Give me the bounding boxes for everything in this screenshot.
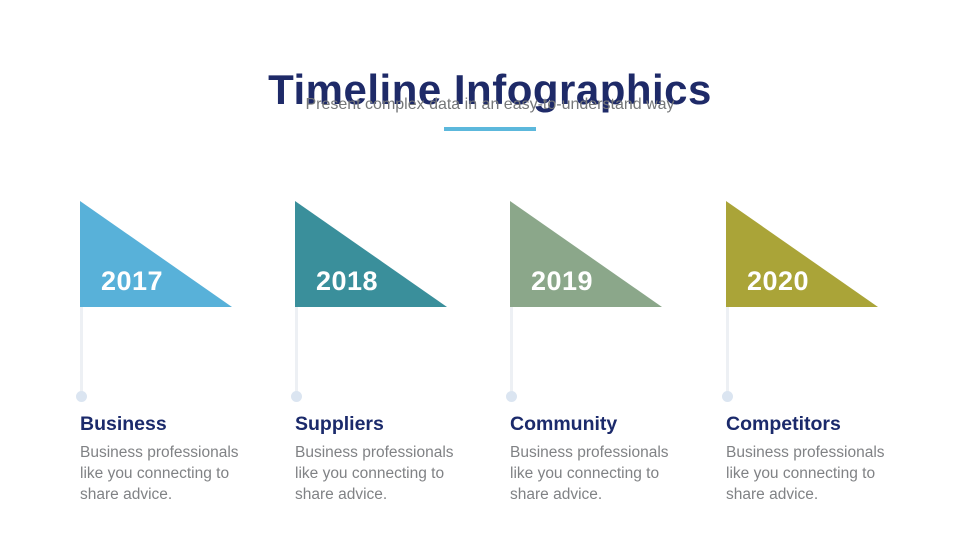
pole-base-dot bbox=[722, 391, 733, 402]
flag-pole bbox=[510, 307, 513, 393]
page-subtitle: Present complex data in an easy-to-under… bbox=[305, 96, 675, 113]
timeline-milestone-2019: 2019 Community Business professionals li… bbox=[506, 201, 682, 511]
flag-pennant: 2019 bbox=[510, 201, 662, 307]
pole-base-dot bbox=[506, 391, 517, 402]
milestone-year: 2019 bbox=[531, 266, 594, 296]
milestone-description: Business professionals like you connecti… bbox=[726, 444, 885, 503]
title-accent-underline bbox=[444, 127, 536, 131]
milestone-title: Suppliers bbox=[295, 413, 384, 435]
milestone-title: Community bbox=[510, 413, 618, 435]
timeline-milestone-2018: 2018 Suppliers Business professionals li… bbox=[291, 201, 467, 511]
milestone-year: 2017 bbox=[101, 266, 164, 296]
milestone-year: 2020 bbox=[747, 266, 810, 296]
flag-pole bbox=[80, 307, 83, 393]
flag-pennant: 2020 bbox=[726, 201, 878, 307]
milestone-info: Suppliers Business professionals like yo… bbox=[295, 413, 467, 505]
flag-pole bbox=[295, 307, 298, 393]
flag-pennant: 2018 bbox=[295, 201, 447, 307]
flag-pole bbox=[726, 307, 729, 393]
flag-pennant: 2017 bbox=[80, 201, 232, 307]
milestone-info: Community Business professionals like yo… bbox=[510, 413, 682, 505]
milestone-info: Business Business professionals like you… bbox=[80, 413, 252, 505]
milestone-year: 2018 bbox=[316, 266, 379, 296]
milestone-description: Business professionals like you connecti… bbox=[295, 444, 454, 503]
page-title: Timeline Infographics bbox=[268, 66, 712, 114]
pole-base-dot bbox=[291, 391, 302, 402]
timeline-milestone-2020: 2020 Competitors Business professionals … bbox=[722, 201, 898, 511]
milestone-description: Business professionals like you connecti… bbox=[80, 444, 239, 503]
timeline-milestone-2017: 2017 Business Business professionals lik… bbox=[76, 201, 252, 511]
milestone-title: Competitors bbox=[726, 413, 841, 435]
milestone-description: Business professionals like you connecti… bbox=[510, 444, 669, 503]
pole-base-dot bbox=[76, 391, 87, 402]
milestone-info: Competitors Business professionals like … bbox=[726, 413, 898, 505]
milestone-title: Business bbox=[80, 413, 167, 435]
